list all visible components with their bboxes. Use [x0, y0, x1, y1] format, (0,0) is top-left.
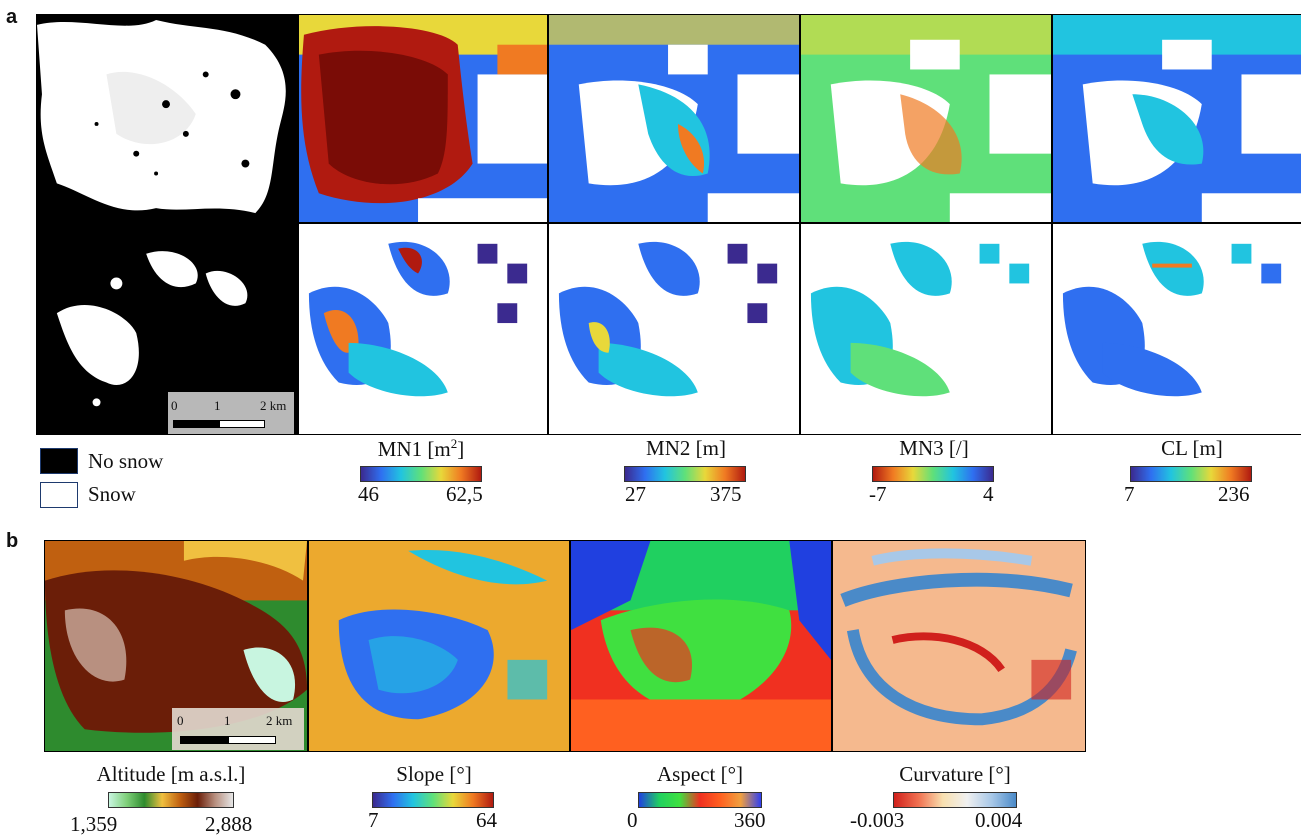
panel-b-0-colorbar-min: 1,359 — [70, 812, 118, 836]
aspect-map — [570, 540, 832, 752]
panel-b-2-colorbar-min: 0 — [627, 808, 638, 832]
panel-b-0-colorbar-title: Altitude [m a.s.l.] — [96, 762, 246, 786]
legend-snow-label: Snow — [88, 482, 136, 506]
scalebar-b-tick-0: 0 — [177, 713, 184, 728]
panel-a-2-colorbar-max: 4 — [983, 482, 994, 506]
mn3-map-bottom — [800, 223, 1052, 435]
panel-a-3-colorbar-title: CL [m] — [1161, 436, 1223, 460]
scalebar-b-tick-2: 2 km — [266, 713, 293, 728]
snow-map-top — [36, 14, 298, 223]
mn1-map-bottom — [298, 223, 548, 435]
panel-b-3-colorbar-title: Curvature [°] — [899, 762, 1011, 786]
cl-map-bottom — [1052, 223, 1301, 435]
panel-a-0-colorbar-title: MN1 [m2] — [377, 436, 465, 461]
mn2-map-top — [548, 14, 800, 223]
panel-a-2-colorbar-min: -7 — [869, 482, 887, 506]
panel-b-1-colorbar-title: Slope [°] — [396, 762, 472, 786]
panel-b-1-colorbar — [372, 792, 494, 808]
panel-b-0-colorbar-max: 2,888 — [205, 812, 253, 836]
panel-a-1-colorbar — [624, 466, 746, 482]
panel-b-3-colorbar-max: 0.004 — [975, 808, 1023, 832]
scalebar-b-tick-1: 1 — [224, 713, 231, 728]
panel-a-0-colorbar — [360, 466, 482, 482]
panel-b-1-colorbar-max: 64 — [476, 808, 497, 832]
panel-a-0-colorbar-min: 46 — [358, 482, 379, 506]
panel-a-2-colorbar — [872, 466, 994, 482]
panel-b-3-colorbar — [893, 792, 1017, 808]
panel-b-2-colorbar — [638, 792, 762, 808]
mn3-map-top — [800, 14, 1052, 223]
panel-a-3-colorbar-max: 236 — [1218, 482, 1250, 506]
scalebar-a-tick-0: 0 — [171, 398, 178, 413]
panel-letter-a: a — [6, 6, 18, 28]
scalebar-a: 0 1 2 km — [168, 392, 294, 434]
panel-b-3-colorbar-min: -0.003 — [850, 808, 905, 832]
cl-map-top — [1052, 14, 1301, 223]
panel-b-2-colorbar-max: 360 — [734, 808, 766, 832]
panel-b-1-colorbar-min: 7 — [368, 808, 379, 832]
scalebar-a-tick-1: 1 — [214, 398, 221, 413]
panel-a-3-colorbar — [1130, 466, 1252, 482]
legend-snow-swatch — [40, 482, 78, 508]
panel-a-0-colorbar-max: 62,5 — [446, 482, 483, 506]
panel-a-1-colorbar-min: 27 — [625, 482, 646, 506]
panel-a-1-colorbar-max: 375 — [710, 482, 742, 506]
mn1-map-top — [298, 14, 548, 223]
legend-no-snow-label: No snow — [88, 449, 164, 473]
panel-a-2-colorbar-title: MN3 [/] — [899, 436, 969, 460]
panel-b-2-colorbar-title: Aspect [°] — [657, 762, 743, 786]
slope-map — [308, 540, 570, 752]
mn2-map-bottom — [548, 223, 800, 435]
panel-a-3-colorbar-min: 7 — [1124, 482, 1135, 506]
panel-b-0-colorbar — [108, 792, 234, 808]
curvature-map — [832, 540, 1086, 752]
panel-a-1-colorbar-title: MN2 [m] — [646, 436, 726, 460]
scalebar-b: 0 1 2 km — [172, 708, 304, 750]
legend-no-snow-swatch — [40, 448, 78, 474]
scalebar-a-tick-2: 2 km — [260, 398, 287, 413]
panel-letter-b: b — [6, 530, 19, 552]
